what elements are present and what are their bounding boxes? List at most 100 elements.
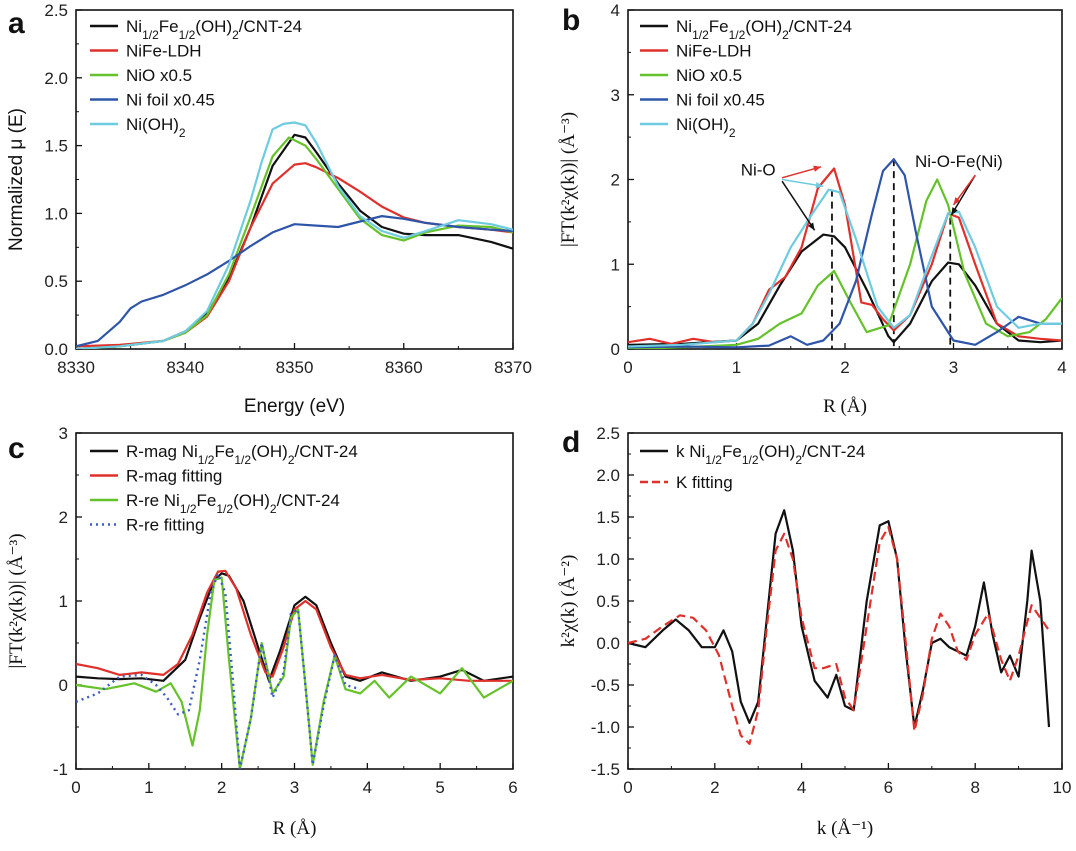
panel-a-xtick-label: 8350 xyxy=(276,358,314,377)
panel-b-series-4 xyxy=(628,188,1062,348)
panel-a-ylabel: Normalized μ (E) xyxy=(6,108,27,251)
panel-c-xtick-label: 2 xyxy=(217,778,226,797)
panel-b-xtick-label: 0 xyxy=(623,358,632,377)
panel-d-ytick-label: -0.5 xyxy=(591,676,620,695)
panel-c-legend-pre: R-re fitting xyxy=(126,516,204,535)
panel-d-xlabel: k (Å⁻¹) xyxy=(817,818,873,839)
panel-d-ytick-label: -1.0 xyxy=(591,718,620,737)
panel-b-xtick-label: 3 xyxy=(949,358,958,377)
panel-b-legend-sub1: 2 xyxy=(729,126,736,140)
panel-a-series-0 xyxy=(76,133,513,349)
panel-a: 8330 8340 8350 8360 8370 0.0 0.5 1.0 1.5 2.0 2.5 En… xyxy=(6,1,532,417)
panel-b-xtick-label: 2 xyxy=(840,358,849,377)
panel-d-series-1 xyxy=(628,526,1050,745)
panel-d-ytick-label: 2.0 xyxy=(596,466,620,485)
panel-c-xlabel: R (Å) xyxy=(273,818,317,839)
panel-b-legend-pre: Ni(OH) xyxy=(676,115,729,134)
panel-b-ylabel: |FT(k²χ(k))| (Å⁻³) xyxy=(558,112,579,247)
panel-a-ytick-label: 0.0 xyxy=(44,340,68,359)
panel-c-ytick-label: -1 xyxy=(53,760,68,779)
panel-c-xtick-label: 3 xyxy=(290,778,299,797)
panel-a-legend-pre: Ni(OH) xyxy=(126,115,179,134)
panel-b-arrow-ni-o-cyan-head xyxy=(815,182,824,189)
panel-a-frame xyxy=(75,9,514,350)
panel-b-legend-label-1: NiFe-LDH xyxy=(676,42,752,61)
panel-c-ytick-label: 1 xyxy=(59,592,68,611)
panel-d-legend-label-0: k Ni1/2Fe1/2(OH)2/CNT-24 xyxy=(676,442,865,467)
panel-c-legend-tail: /CNT-24 xyxy=(295,442,358,461)
panel-d-ytick-label: 0.0 xyxy=(596,634,620,653)
panel-a-legend-pre: Ni xyxy=(126,17,142,36)
panel-a-legend-sub3: 2 xyxy=(232,28,239,42)
panel-b-arrow-nioferni-black-head xyxy=(951,207,958,216)
panel-c-series-1 xyxy=(76,569,513,682)
panel-label-b: b xyxy=(562,4,580,37)
panel-a-xlabel: Energy (eV) xyxy=(244,396,345,417)
panel-c-legend-mid: Fe xyxy=(214,442,234,461)
panel-c-xtick-label: 0 xyxy=(71,778,80,797)
panel-c-legend-mid: Fe xyxy=(197,491,217,510)
panel-b-legend-pre: NiFe-LDH xyxy=(676,42,752,61)
panel-d-ylabel: k²χ(k) (Å⁻²) xyxy=(558,555,579,648)
panel-a-legend-mid: Fe xyxy=(159,17,179,36)
panel-d-xtick-label: 4 xyxy=(797,778,806,797)
panel-b-series-1 xyxy=(628,167,1062,345)
panel-d-legend-pre: k Ni xyxy=(676,442,705,461)
panel-a-ytick-label: 2.0 xyxy=(44,69,68,88)
panel-b: 0 1 2 3 4 0 1 2 3 4 R (Å) |FT(k²χ(k))| (Å⁻³) Ni-O Ni-… xyxy=(558,1,1067,417)
panel-label-d: d xyxy=(562,426,580,459)
panel-d-xtick-label: 6 xyxy=(884,778,893,797)
panel-a-series-3 xyxy=(76,215,513,348)
panel-b-series-0 xyxy=(628,233,1062,346)
panel-d-xtick-label: 0 xyxy=(623,778,632,797)
panel-d-xtick-label: 10 xyxy=(1053,778,1072,797)
panel-d-legend-post: (OH) xyxy=(759,442,796,461)
panel-label-c: c xyxy=(8,432,25,465)
panel-a-legend-sub1: 1/2 xyxy=(142,28,159,42)
panel-b-legend-post: (OH) xyxy=(745,17,782,36)
panel-b-arrow-nioferni-red-head xyxy=(953,197,961,205)
panel-c-series-0 xyxy=(76,572,513,682)
panel-b-frame xyxy=(627,9,1063,350)
panel-d-ytick-label: -1.5 xyxy=(591,760,620,779)
panel-b-ytick-label: 0 xyxy=(611,340,620,359)
panel-b-annotation-1: Ni-O-Fe(Ni) xyxy=(915,152,1003,171)
panel-b-legend-label-2: NiO x0.5 xyxy=(676,66,742,85)
panel-b-arrow-ni-o-black xyxy=(781,180,816,231)
panel-a-ytick-label: 1.0 xyxy=(44,204,68,223)
panel-b-legend-mid: Fe xyxy=(709,17,729,36)
panel-d-series-0 xyxy=(628,509,1051,729)
panel-d: 0 2 4 6 8 10 -1.5 -1.0 -0.5 0.0 0.5 1.0 1.5 2.0 2.5 k (… xyxy=(558,424,1071,839)
panel-d-ytick-label: 2.5 xyxy=(596,424,620,443)
panel-b-ytick-label: 4 xyxy=(611,1,620,20)
panel-a-legend-sub1: 2 xyxy=(179,126,186,140)
panel-c-legend-pre: R-mag Ni xyxy=(126,442,198,461)
panel-a-ytick-label: 1.5 xyxy=(44,137,68,156)
panel-a-ytick-label: 2.5 xyxy=(44,1,68,20)
panel-c-legend-post: (OH) xyxy=(233,491,270,510)
panel-c-legend-pre: R-mag fitting xyxy=(126,467,222,486)
panel-a-legend-tail: /CNT-24 xyxy=(239,17,302,36)
panel-b-arrow-ni-o-black-head xyxy=(807,222,815,231)
panel-d-legend-label-1: K fitting xyxy=(676,473,733,492)
panel-b-legend-sub2: 1/2 xyxy=(729,28,746,42)
panel-c-legend-sub1: 1/2 xyxy=(198,453,215,467)
panel-a-legend-label-0: Ni1/2Fe1/2(OH)2/CNT-24 xyxy=(126,17,302,42)
panel-c-legend-sub3: 2 xyxy=(288,453,295,467)
panel-c-legend-post: (OH) xyxy=(251,442,288,461)
panel-c-legend-label-1: R-mag fitting xyxy=(126,467,222,486)
panel-c-legend-sub1: 1/2 xyxy=(180,502,197,516)
panel-c-legend-sub2: 1/2 xyxy=(234,453,251,467)
panel-c-legend-sub3: 2 xyxy=(270,502,277,516)
panel-d-ytick-label: 1.5 xyxy=(596,508,620,527)
panel-b-legend-label-0: Ni1/2Fe1/2(OH)2/CNT-24 xyxy=(676,17,852,42)
panel-a-legend-pre: Ni foil x0.45 xyxy=(126,91,215,110)
panel-a-legend-pre: NiFe-LDH xyxy=(126,42,202,61)
panel-c-ytick-label: 2 xyxy=(59,508,68,527)
panel-a-legend-pre: NiO x0.5 xyxy=(126,66,192,85)
panel-b-legend-pre: NiO x0.5 xyxy=(676,66,742,85)
panel-b-xtick-label: 1 xyxy=(732,358,741,377)
panel-a-legend-post: (OH) xyxy=(195,17,232,36)
panel-c-legend-label-2: R-re Ni1/2Fe1/2(OH)2/CNT-24 xyxy=(126,491,340,516)
